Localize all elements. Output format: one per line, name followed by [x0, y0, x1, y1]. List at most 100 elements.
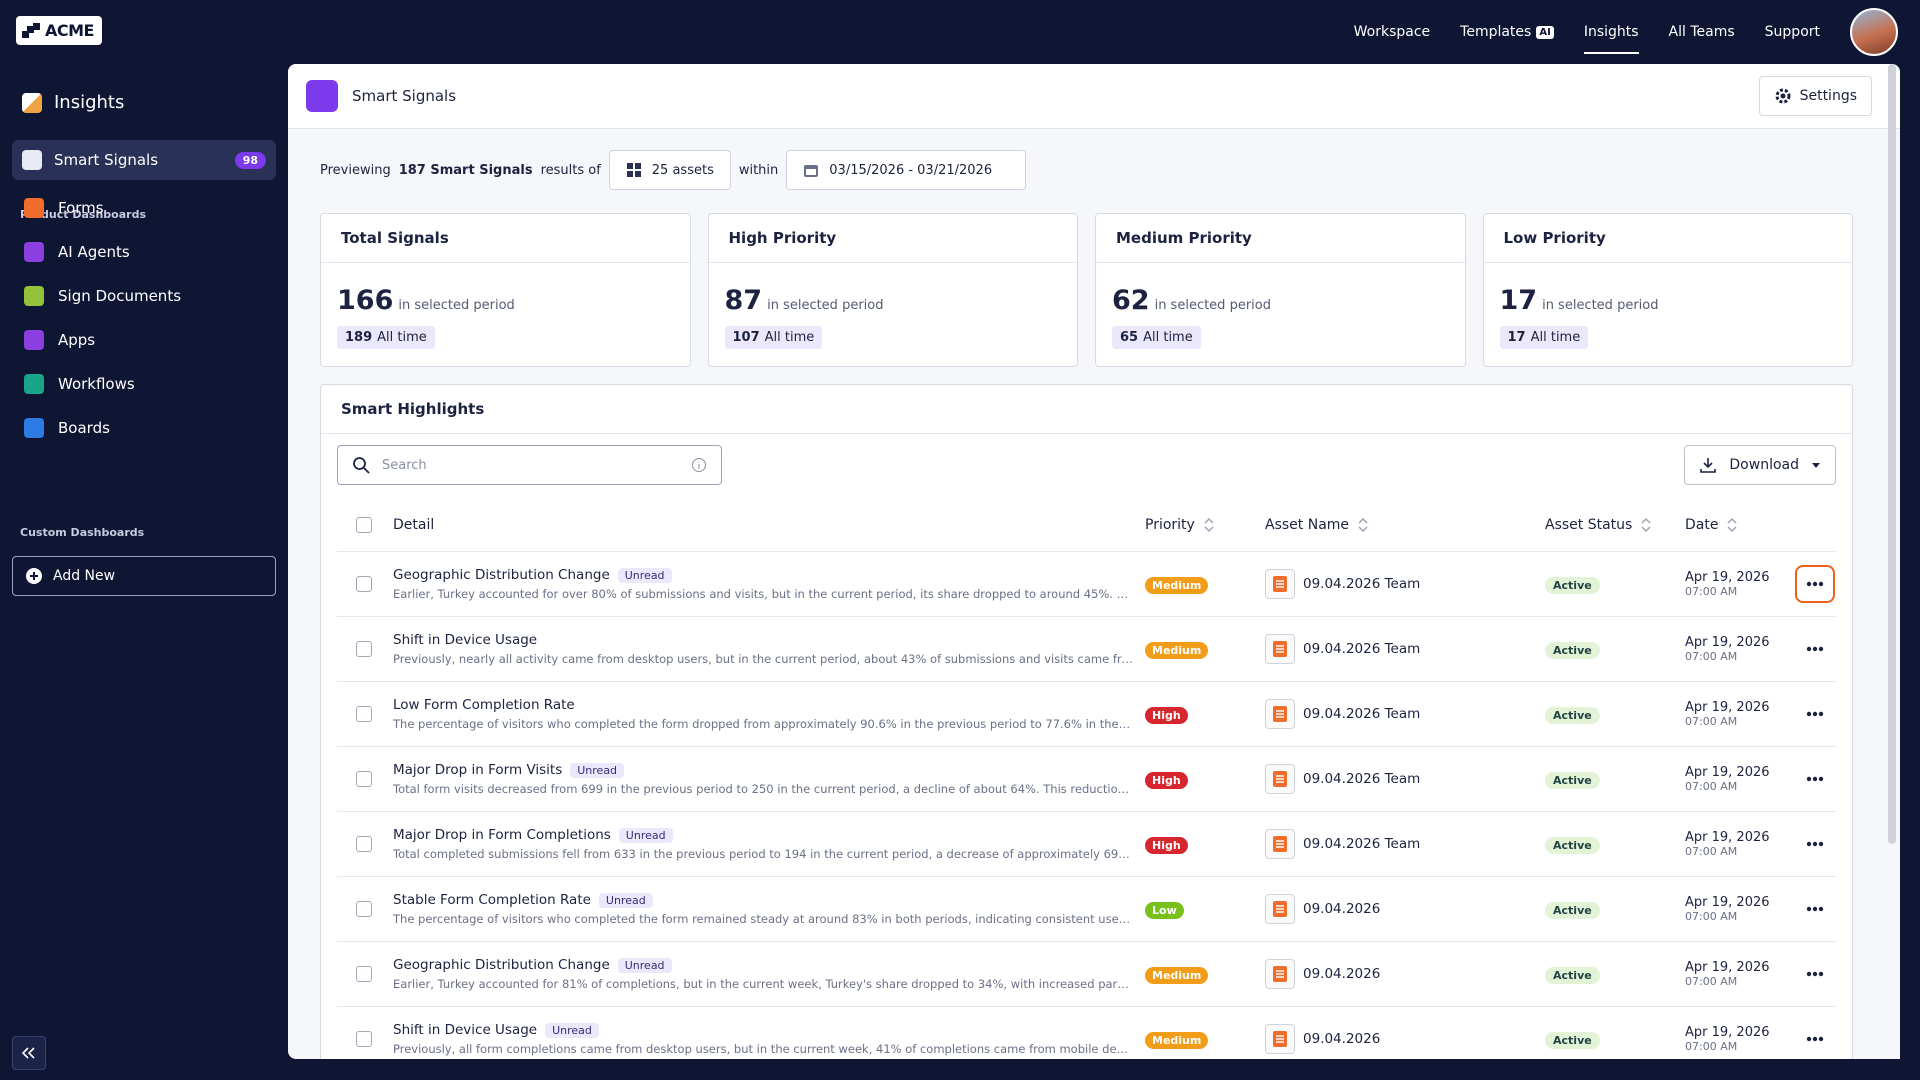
sidebar-item[interactable]: Apps — [24, 330, 95, 350]
time: 07:00 AM — [1685, 845, 1738, 858]
stat-card: Total Signals 166 in selected period 189 All… — [320, 213, 691, 367]
main-panel: Smart Signals Settings Previewing 187 Sm… — [288, 64, 1900, 1059]
detail-title-row: Low Form Completion Rate — [393, 697, 1133, 713]
active-item[interactable]: Smart Signals 98 — [12, 140, 276, 180]
add-new-button[interactable]: Add New — [12, 556, 276, 596]
sidebar-item[interactable]: Boards — [24, 418, 110, 438]
column-header[interactable]: Asset Name — [1265, 517, 1545, 533]
table-row[interactable]: Major Drop in Form Completions Unread Tota… — [337, 812, 1836, 877]
item-icon — [24, 418, 44, 438]
detail-title-row: Major Drop in Form Completions Unread — [393, 827, 1133, 843]
row-actions[interactable] — [1795, 695, 1835, 733]
nav-link[interactable]: Insights — [1583, 0, 1639, 64]
settings-button[interactable]: Settings — [1758, 76, 1872, 116]
sidebar-item[interactable]: Forms — [24, 198, 104, 218]
row-actions[interactable] — [1795, 890, 1835, 928]
column-header[interactable]: Priority — [1145, 517, 1265, 533]
date: Apr 19, 2026 — [1685, 895, 1770, 910]
stat-value-row: 87 in selected period — [709, 263, 1078, 316]
checkbox[interactable] — [356, 901, 372, 917]
detail-cell: Low Form Completion Rate The percentage o… — [393, 697, 1145, 731]
table-row[interactable]: Stable Form Completion Rate Unread The per… — [337, 877, 1836, 942]
stat-title: High Priority — [708, 214, 1077, 263]
logo[interactable]: ACME — [16, 16, 102, 45]
checkbox[interactable] — [356, 836, 372, 852]
logo-icon — [22, 22, 40, 38]
more-icon — [1806, 906, 1824, 912]
all-time-value: 17 — [1507, 330, 1526, 345]
row-actions[interactable] — [1795, 760, 1835, 798]
table-row[interactable]: Geographic Distribution Change Unread Earl… — [337, 942, 1836, 1007]
page-icon — [306, 80, 338, 112]
table-row[interactable]: Shift in Device Usage Previously, nearly … — [337, 617, 1836, 682]
row-actions[interactable] — [1795, 955, 1835, 993]
download-button[interactable]: Download — [1684, 445, 1836, 485]
search-box[interactable]: Search — [337, 445, 722, 485]
nav-link[interactable]: Workspace — [1354, 0, 1431, 64]
item-icon — [24, 242, 44, 262]
plus-icon — [26, 568, 42, 584]
checkbox[interactable] — [356, 771, 372, 787]
row-actions[interactable] — [1795, 825, 1835, 863]
all-time-value: 107 — [732, 330, 760, 345]
table-row[interactable]: Major Drop in Form Visits Unread Total for… — [337, 747, 1836, 812]
collapse-button[interactable] — [12, 1036, 46, 1070]
assets-picker[interactable]: 25 assets — [608, 150, 731, 190]
info-icon — [692, 458, 706, 472]
sort-icon — [1204, 517, 1214, 532]
sidebar-item[interactable]: Sign Documents — [24, 286, 181, 306]
date-picker[interactable]: 03/15/2026 - 03/21/2026 — [786, 150, 1027, 190]
row-actions[interactable] — [1795, 1020, 1835, 1058]
avatar[interactable] — [1850, 8, 1898, 56]
asset-name: 09.04.2026 — [1303, 901, 1381, 917]
nav-link[interactable]: Support — [1765, 0, 1820, 64]
column-header[interactable]: Date — [1685, 517, 1795, 533]
table-row[interactable]: Shift in Device Usage Unread Previously, a… — [337, 1007, 1836, 1059]
stat-value: 17 — [1499, 285, 1538, 316]
asset-cell: 09.04.2026 Team — [1265, 764, 1545, 794]
date-cell: Apr 19, 2026 07:00 AM — [1685, 895, 1795, 923]
detail-cell: Major Drop in Form Completions Unread Tota… — [393, 827, 1145, 861]
scrollbar — [1888, 64, 1896, 844]
checkbox[interactable] — [356, 966, 372, 982]
status-badge: Active — [1545, 967, 1600, 984]
checkbox[interactable] — [356, 706, 372, 722]
asset-icon — [1265, 764, 1295, 794]
checkbox[interactable] — [356, 641, 372, 657]
item-icon — [24, 286, 44, 306]
column-header[interactable]: Asset Status — [1545, 517, 1685, 533]
download-icon — [1700, 458, 1717, 473]
row-actions[interactable] — [1795, 565, 1835, 603]
sidebar-item[interactable]: Workflows — [24, 374, 135, 394]
priority-cell: Medium — [1145, 639, 1265, 659]
detail-cell: Major Drop in Form Visits Unread Total for… — [393, 762, 1145, 796]
checkbox-cell — [337, 516, 393, 533]
priority-cell: High — [1145, 834, 1265, 854]
detail-cell: Shift in Device Usage Previously, nearly … — [393, 632, 1145, 666]
row-actions[interactable] — [1795, 630, 1835, 668]
asset-cell: 09.04.2026 Team — [1265, 634, 1545, 664]
nav-link[interactable]: Templates AI — [1460, 0, 1554, 64]
item-icon — [24, 374, 44, 394]
sidebar-item-label: Forms — [58, 199, 104, 217]
status-badge: Active — [1545, 707, 1600, 724]
sidebar-item[interactable]: AI Agents — [24, 242, 130, 262]
checkbox[interactable] — [356, 576, 372, 592]
table-row[interactable]: Geographic Distribution Change Unread Earl… — [337, 552, 1836, 617]
detail-title: Stable Form Completion Rate — [393, 892, 591, 908]
status-badge: Active — [1545, 642, 1600, 659]
status-badge: Active — [1545, 1032, 1600, 1049]
checkbox[interactable] — [356, 1031, 372, 1047]
checkbox[interactable] — [356, 516, 372, 533]
section-heading: Product Dashboards — [20, 208, 146, 221]
more-icon — [1806, 971, 1824, 977]
status-cell: Active — [1545, 964, 1685, 984]
detail-cell: Geographic Distribution Change Unread Earl… — [393, 957, 1145, 991]
asset-name: 09.04.2026 Team — [1303, 576, 1421, 592]
stat-value: 87 — [724, 285, 763, 316]
nav-link[interactable]: All Teams — [1669, 0, 1735, 64]
detail-title-row: Stable Form Completion Rate Unread — [393, 892, 1133, 908]
all-time-label: All time — [377, 330, 427, 345]
grid-icon — [626, 163, 641, 177]
table-row[interactable]: Low Form Completion Rate The percentage o… — [337, 682, 1836, 747]
